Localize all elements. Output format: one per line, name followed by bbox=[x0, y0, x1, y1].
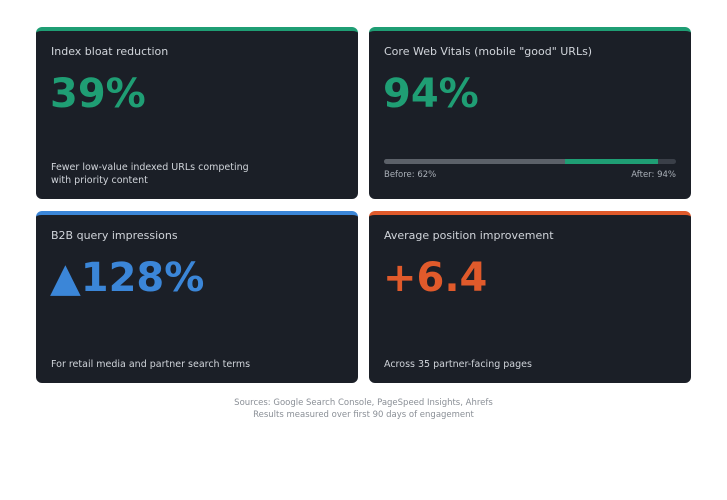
progress-track bbox=[384, 159, 676, 164]
card-title: Average position improvement bbox=[384, 229, 554, 242]
kpi-value: ▲128% bbox=[50, 255, 205, 301]
description-line: For retail media and partner search term… bbox=[51, 359, 251, 370]
card-title: Core Web Vitals (mobile "good" URLs) bbox=[384, 45, 593, 58]
kpi-card: Index bloat reduction 39% Fewer low-value … bbox=[36, 27, 358, 199]
kpi-value: 39% bbox=[50, 71, 146, 117]
card-description: For retail media and partner search term… bbox=[51, 358, 250, 371]
card-description: Fewer low-value indexed URLs competing wi… bbox=[51, 161, 249, 187]
description-line: Across 35 partner-facing pages bbox=[384, 359, 532, 370]
footer-line: Results measured over first 90 days of e… bbox=[253, 410, 474, 420]
card-title: Index bloat reduction bbox=[51, 45, 169, 58]
after-bar bbox=[565, 159, 659, 164]
before-label: Before: 62% bbox=[384, 170, 437, 180]
kpi-card: Core Web Vitals (mobile "good" URLs) 94% B… bbox=[369, 27, 691, 199]
kpi-card: Average position improvement +6.4 Across 3… bbox=[369, 211, 691, 383]
card-title: B2B query impressions bbox=[51, 229, 178, 242]
description-line: Fewer low-value indexed URLs competing bbox=[51, 162, 249, 173]
footer-line: Sources: Google Search Console, PageSpee… bbox=[234, 398, 493, 408]
after-label: After: 94% bbox=[631, 170, 676, 180]
kpi-card: B2B query impressions ▲128% For retail med… bbox=[36, 211, 358, 383]
before-bar bbox=[384, 159, 566, 164]
footer: Sources: Google Search Console, PageSpee… bbox=[0, 397, 727, 421]
card-description: Across 35 partner-facing pages bbox=[384, 358, 532, 371]
kpi-value: +6.4 bbox=[383, 255, 488, 301]
description-line: with priority content bbox=[51, 175, 148, 186]
kpi-value: 94% bbox=[383, 71, 479, 117]
